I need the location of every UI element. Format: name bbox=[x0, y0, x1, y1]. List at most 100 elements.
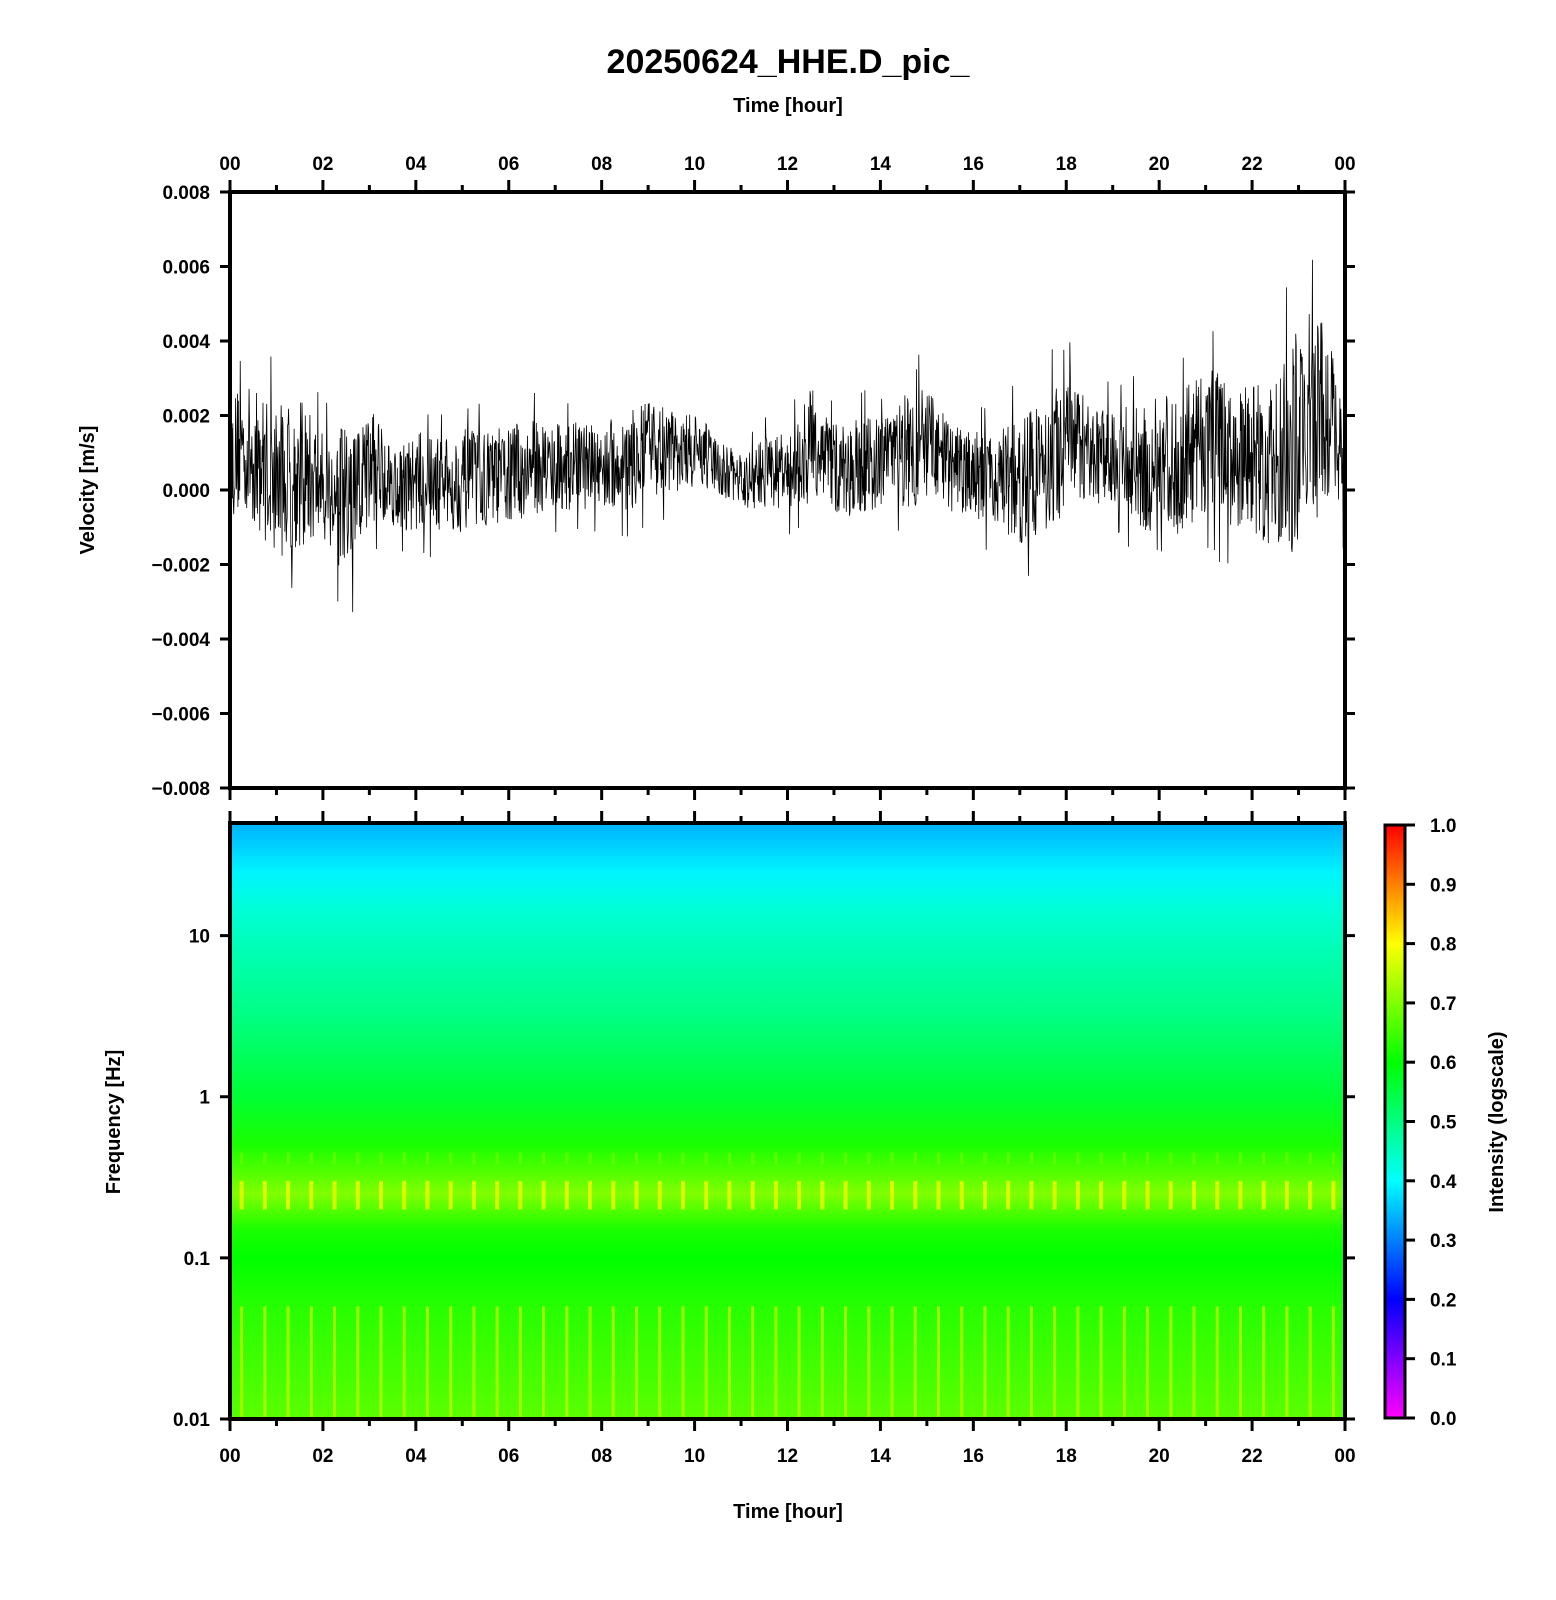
spectrogram-stripe bbox=[1331, 1306, 1335, 1419]
colorbar-tick-label: 0.7 bbox=[1430, 994, 1456, 1015]
spectrogram-stripe bbox=[449, 1152, 453, 1165]
colorbar-tick-label: 0.3 bbox=[1430, 1231, 1456, 1252]
spectrogram-stripe bbox=[286, 1181, 291, 1210]
x-tick-label: 16 bbox=[963, 1446, 984, 1467]
spectrogram-stripe bbox=[356, 1306, 360, 1419]
spectrogram-stripe bbox=[727, 1181, 732, 1210]
colorbar-tick-label: 0.5 bbox=[1430, 1113, 1457, 1134]
spectrogram-stripe bbox=[1053, 1306, 1057, 1419]
spectrogram-stripe bbox=[472, 1152, 476, 1165]
spectrogram-stripe bbox=[425, 1181, 430, 1210]
x-tick-label: 18 bbox=[1056, 1446, 1077, 1467]
y-tick-label: 0.006 bbox=[162, 258, 210, 279]
spectrogram-stripe bbox=[1284, 1181, 1289, 1210]
spectrogram-stripe bbox=[913, 1181, 918, 1210]
spectrogram-stripe bbox=[681, 1152, 685, 1165]
spectrogram-stripe bbox=[1029, 1306, 1033, 1419]
spectrogram-stripe bbox=[1215, 1306, 1219, 1419]
spectrogram-background bbox=[230, 823, 1345, 1419]
spectrogram-stripe bbox=[751, 1306, 755, 1419]
x-tick-label: 02 bbox=[312, 154, 333, 175]
x-tick-label: 12 bbox=[777, 1446, 798, 1467]
spectrogram-stripe bbox=[1075, 1181, 1080, 1210]
spectrogram-stripe bbox=[309, 1181, 314, 1210]
y-tick-label: 0.01 bbox=[173, 1410, 210, 1431]
spectrogram-stripe bbox=[495, 1306, 499, 1419]
spectrogram-stripe bbox=[1076, 1306, 1080, 1419]
spectrogram-stripe bbox=[797, 1152, 801, 1165]
spectrogram-stripe bbox=[681, 1306, 685, 1419]
spectrogram-stripe bbox=[518, 1306, 522, 1419]
spectrogram-stripe bbox=[635, 1152, 639, 1165]
spectrogram-stripe bbox=[1169, 1152, 1173, 1165]
y-tick-label: 1 bbox=[199, 1088, 210, 1109]
spectrogram-stripe bbox=[1006, 1152, 1010, 1165]
frequency-y-ticks: 10 1 0.1 0.01 bbox=[173, 927, 1355, 1431]
x-tick-label: 00 bbox=[219, 1446, 240, 1467]
spectrogram-stripe bbox=[448, 1181, 453, 1210]
spectrogram-stripe bbox=[1029, 1181, 1034, 1210]
spectrogram-stripe bbox=[286, 1306, 290, 1419]
spectrogram-stripe bbox=[379, 1306, 383, 1419]
spectrogram-stripe bbox=[402, 1181, 407, 1210]
spectrogram-stripe bbox=[1099, 1152, 1103, 1165]
top-x-ticks: 00 02 04 06 08 10 12 14 16 18 20 22 00 bbox=[219, 154, 1356, 800]
spectrogram-stripe bbox=[680, 1181, 685, 1210]
spectrogram-stripe bbox=[402, 1152, 406, 1165]
x-tick-label: 22 bbox=[1242, 1446, 1263, 1467]
spectrogram-stripe bbox=[1168, 1181, 1173, 1210]
spectrogram-stripe bbox=[262, 1181, 267, 1210]
spectrogram-stripe bbox=[240, 1152, 244, 1165]
spectrogram-stripe bbox=[1053, 1152, 1057, 1165]
spectrogram-stripe bbox=[518, 1181, 523, 1210]
x-tick-label: 16 bbox=[963, 154, 984, 175]
x-tick-label: 14 bbox=[870, 154, 892, 175]
x-tick-label: 00 bbox=[1334, 154, 1355, 175]
spectrogram-stripe bbox=[960, 1152, 964, 1165]
colorbar: 1.0 0.9 0.8 0.7 0.6 0.5 0.4 0.3 0.2 0.1 0.0 Intens… bbox=[1383, 816, 1508, 1430]
bottom-x-axis-label: Time [hour] bbox=[733, 1501, 843, 1523]
spectrogram-stripe bbox=[657, 1181, 662, 1210]
y-tick-label: 0.002 bbox=[162, 407, 210, 428]
spectrogram-stripe bbox=[890, 1181, 895, 1210]
x-tick-label: 08 bbox=[591, 154, 612, 175]
spectrogram-stripe bbox=[844, 1152, 848, 1165]
spectrogram-stripe bbox=[239, 1181, 244, 1210]
x-tick-label: 04 bbox=[405, 1446, 427, 1467]
spectrogram-stripe bbox=[1238, 1152, 1242, 1165]
spectrogram-stripe bbox=[1261, 1181, 1266, 1210]
x-tick-label: 06 bbox=[498, 154, 519, 175]
spectrogram-stripe bbox=[588, 1152, 592, 1165]
spectrogram-stripe bbox=[588, 1181, 593, 1210]
spectrogram-stripe bbox=[820, 1152, 824, 1165]
spectrogram-stripe bbox=[960, 1306, 964, 1419]
spectrogram-stripe bbox=[356, 1152, 360, 1165]
spectrogram-stripe bbox=[332, 1181, 337, 1210]
spectrogram-stripe bbox=[495, 1181, 500, 1210]
spectrogram-stripe bbox=[1285, 1306, 1289, 1419]
spectrogram-stripe bbox=[309, 1306, 313, 1419]
colorbar-tick-label: 0.9 bbox=[1430, 875, 1456, 896]
spectrogram-stripe bbox=[890, 1152, 894, 1165]
velocity-line bbox=[230, 259, 1345, 613]
spectrogram-stripe bbox=[309, 1152, 313, 1165]
spectrogram-image bbox=[230, 823, 1345, 1419]
spectrogram-stripe bbox=[1029, 1152, 1033, 1165]
spectrogram-stripe bbox=[774, 1152, 778, 1165]
spectrogram-stripe bbox=[378, 1181, 383, 1210]
spectrogram-stripe bbox=[1262, 1152, 1266, 1165]
spectrogram-stripe bbox=[913, 1306, 917, 1419]
spectrogram-stripe bbox=[982, 1181, 987, 1210]
spectrogram-stripe bbox=[844, 1306, 848, 1419]
spectrogram-stripe bbox=[286, 1152, 290, 1165]
colorbar-tick-label: 0.6 bbox=[1430, 1053, 1456, 1074]
spectrogram-stripe bbox=[240, 1306, 244, 1419]
spectrogram-stripe bbox=[1006, 1306, 1010, 1419]
spectrogram-stripe bbox=[959, 1181, 964, 1210]
spectrogram-stripe bbox=[425, 1152, 429, 1165]
spectrogram-stripe bbox=[1215, 1181, 1220, 1210]
velocity-panel: 00 02 04 06 08 10 12 14 16 18 20 22 00 0.0080.0060.0… bbox=[77, 154, 1356, 800]
spectrogram-stripe bbox=[704, 1181, 709, 1210]
x-tick-label: 20 bbox=[1149, 154, 1170, 175]
spectrogram-stripe bbox=[1308, 1181, 1313, 1210]
